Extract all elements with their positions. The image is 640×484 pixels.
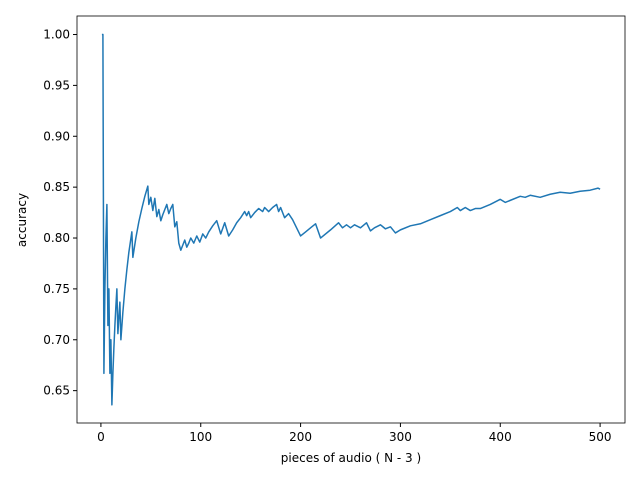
y-tick-label: 0.75 xyxy=(43,282,70,296)
plot-frame xyxy=(76,15,626,424)
y-tick-label: 0.90 xyxy=(43,129,70,143)
x-tick-label: 0 xyxy=(97,430,105,444)
y-tick-label: 0.65 xyxy=(43,384,70,398)
y-tick-label: 0.70 xyxy=(43,333,70,347)
y-axis-label: accuracy xyxy=(15,193,29,247)
x-tick-label: 400 xyxy=(489,430,512,444)
y-tick-label: 0.95 xyxy=(43,78,70,92)
x-tick-label: 200 xyxy=(289,430,312,444)
y-tick-label: 0.80 xyxy=(43,231,70,245)
x-axis-label: pieces of audio ( N - 3 ) xyxy=(281,451,421,465)
x-tick-label: 300 xyxy=(389,430,412,444)
data-line xyxy=(101,33,601,406)
x-tick-label: 500 xyxy=(589,430,612,444)
x-tick-label: 100 xyxy=(189,430,212,444)
y-tick-label: 0.85 xyxy=(43,180,70,194)
y-tick-label: 1.00 xyxy=(43,28,70,42)
